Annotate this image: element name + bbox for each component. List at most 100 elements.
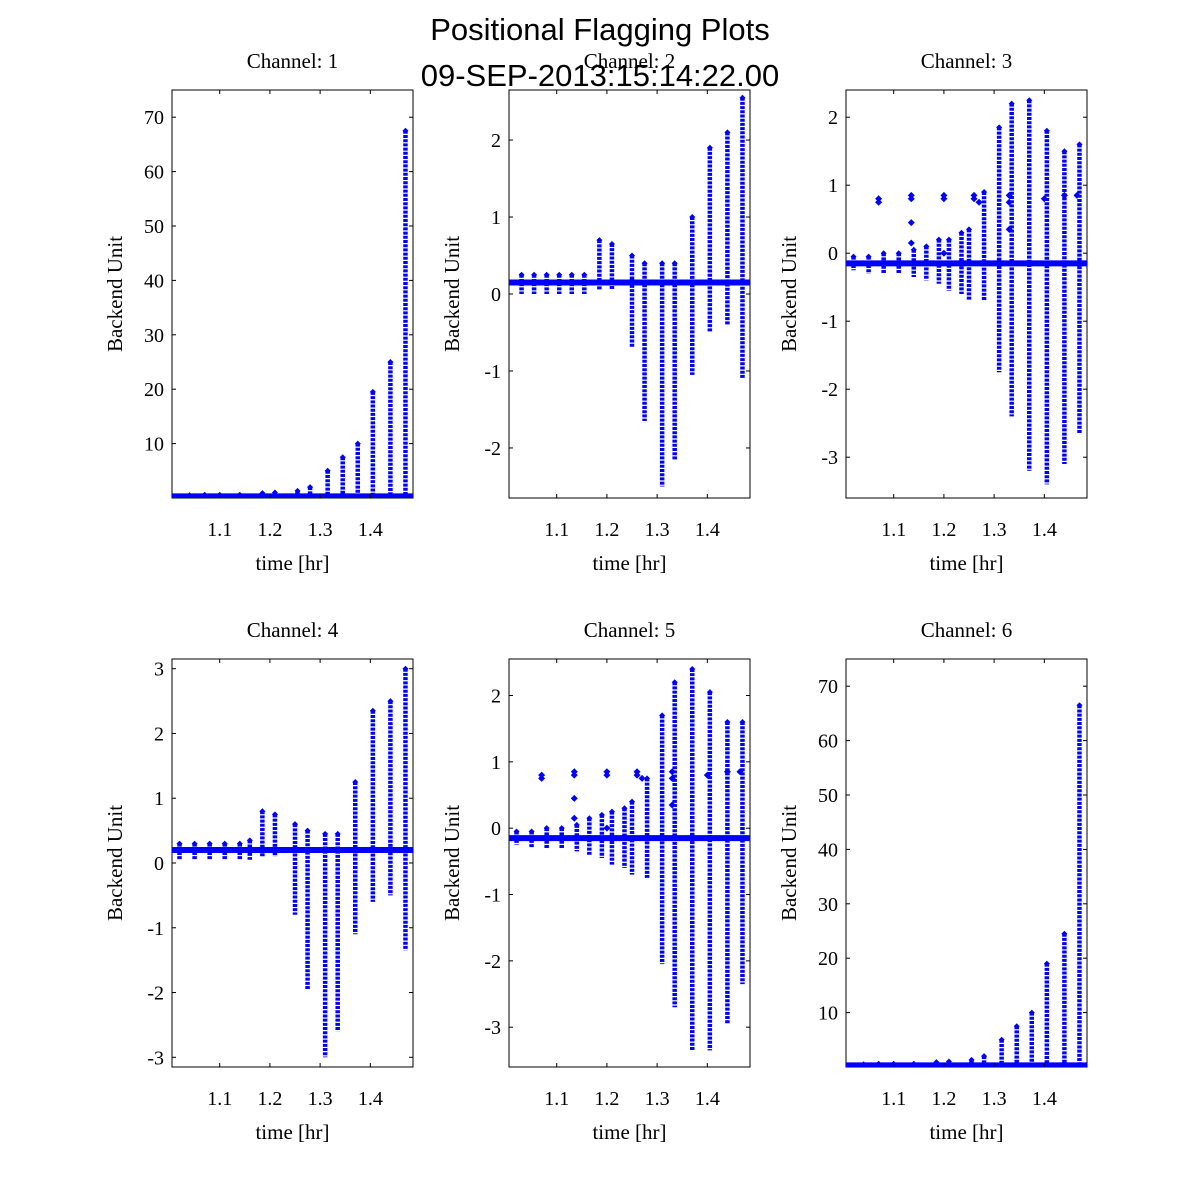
burst-peak-marker xyxy=(608,808,615,815)
x-tick-label: 1.4 xyxy=(695,519,720,541)
outlier-point xyxy=(633,771,641,779)
burst-peak-marker xyxy=(528,828,535,835)
y-tick-label: 2 xyxy=(491,130,501,152)
outlier-point xyxy=(570,814,578,822)
y-tick-label: -1 xyxy=(821,311,838,333)
subplot-channel-5: 1.1 1.2 1.3 1.4 -3 -2 -1 0 1 2 Channel: 5 time [hr]… xyxy=(440,618,751,1144)
outlier-point xyxy=(538,774,546,782)
y-axis-label: Backend Unit xyxy=(777,805,801,921)
y-tick-label: 2 xyxy=(828,107,838,129)
data-layer xyxy=(846,97,1087,485)
y-tick-label: 50 xyxy=(818,785,838,807)
y-tick-label: -1 xyxy=(484,885,501,907)
burst-peak-marker xyxy=(246,837,253,844)
burst-peak-marker xyxy=(608,240,615,247)
x-axis-label: time [hr] xyxy=(592,551,666,575)
y-axis-label: Backend Unit xyxy=(440,805,464,921)
outlier-point xyxy=(1040,195,1048,203)
outlier-point xyxy=(603,771,611,779)
outlier-point xyxy=(970,195,978,203)
outlier-point xyxy=(668,774,676,782)
x-tick-label: 1.3 xyxy=(308,519,333,541)
burst-peak-marker xyxy=(581,271,588,278)
burst-peak-marker xyxy=(221,840,228,847)
burst-peak-marker xyxy=(531,271,538,278)
outlier-point xyxy=(736,768,744,776)
x-axis-label: time [hr] xyxy=(255,551,329,575)
burst-peak-marker xyxy=(689,214,696,221)
burst-peak-marker xyxy=(621,805,628,812)
subplot-channel-4: 1.1 1.2 1.3 1.4 -3 -2 -1 0 1 2 3 Channel: 4 time [hr… xyxy=(103,618,414,1144)
subplot-title: Channel: 3 xyxy=(921,49,1013,73)
burst-peak-marker xyxy=(1026,97,1033,104)
burst-peak-marker xyxy=(880,250,887,257)
figure-title-line1: Positional Flagging Plots xyxy=(430,12,769,47)
burst-peak-marker xyxy=(935,236,942,243)
burst-peak-marker xyxy=(513,828,520,835)
y-tick-label: 1 xyxy=(154,788,164,810)
burst-peak-marker xyxy=(739,719,746,726)
burst-peak-marker xyxy=(1076,141,1083,148)
burst-peak-marker xyxy=(573,821,580,828)
x-tick-label: 1.2 xyxy=(257,519,282,541)
burst-peak-marker xyxy=(568,271,575,278)
burst-peak-marker xyxy=(671,679,678,686)
y-tick-label: 20 xyxy=(818,948,838,970)
burst-peak-marker xyxy=(369,707,376,714)
burst-peak-marker xyxy=(596,237,603,244)
burst-peak-marker xyxy=(334,830,341,837)
subplot-title: Channel: 5 xyxy=(584,618,676,642)
burst-peak-marker xyxy=(865,253,872,260)
burst-peak-marker xyxy=(598,811,605,818)
subplot-channel-6: 1.1 1.2 1.3 1.4 10 20 30 40 50 60 70 Channel: 6 time… xyxy=(777,618,1088,1144)
x-tick-label: 1.2 xyxy=(257,1088,282,1110)
y-tick-label: 30 xyxy=(144,325,164,347)
burst-peak-marker xyxy=(354,440,361,447)
x-tick-label: 1.1 xyxy=(881,519,906,541)
burst-peak-marker xyxy=(271,811,278,818)
y-tick-label: 60 xyxy=(144,162,164,184)
burst-peak-marker xyxy=(629,798,636,805)
burst-peak-marker xyxy=(945,236,952,243)
burst-peak-marker xyxy=(369,388,376,395)
outlier-point xyxy=(638,774,646,782)
burst-peak-marker xyxy=(910,246,917,253)
subplot-channel-3: 1.1 1.2 1.3 1.4 -3 -2 -1 0 1 2 Channel: 3 time [hr]… xyxy=(777,49,1088,575)
y-tick-label: 0 xyxy=(491,284,501,306)
burst-peak-marker xyxy=(895,250,902,257)
x-axis-label: time [hr] xyxy=(592,1120,666,1144)
subplot-title: Channel: 2 xyxy=(584,49,676,73)
burst-peak-marker xyxy=(543,271,550,278)
burst-peak-marker xyxy=(191,840,198,847)
y-tick-label: -3 xyxy=(821,447,838,469)
outlier-point xyxy=(570,794,578,802)
y-axis-label: Backend Unit xyxy=(103,236,127,352)
burst-peak-marker xyxy=(981,189,988,195)
burst-peak-marker xyxy=(518,271,525,278)
burst-peak-marker xyxy=(236,840,243,847)
x-tick-label: 1.2 xyxy=(594,1088,619,1110)
burst-peak-marker xyxy=(706,689,713,696)
burst-peak-marker xyxy=(1028,1009,1035,1016)
burst-peak-marker xyxy=(307,484,314,491)
outlier-point xyxy=(940,249,948,257)
y-tick-label: 1 xyxy=(828,175,838,197)
burst-peak-marker xyxy=(958,229,965,236)
y-tick-label: 40 xyxy=(144,270,164,292)
x-tick-label: 1.1 xyxy=(207,519,232,541)
burst-peak-marker xyxy=(998,1036,1005,1043)
axes-frame xyxy=(845,89,1088,499)
burst-peak-marker xyxy=(629,252,636,259)
burst-peak-marker xyxy=(402,127,409,134)
outlier-point xyxy=(1005,225,1013,233)
outlier-point xyxy=(603,824,611,832)
x-tick-label: 1.3 xyxy=(645,1088,670,1110)
burst-peak-marker xyxy=(1061,148,1068,155)
y-tick-label: 2 xyxy=(491,685,501,707)
burst-peak-marker xyxy=(304,827,311,834)
y-tick-label: -3 xyxy=(484,1017,501,1039)
burst-peak-marker xyxy=(322,830,329,837)
y-tick-label: 0 xyxy=(828,243,838,265)
